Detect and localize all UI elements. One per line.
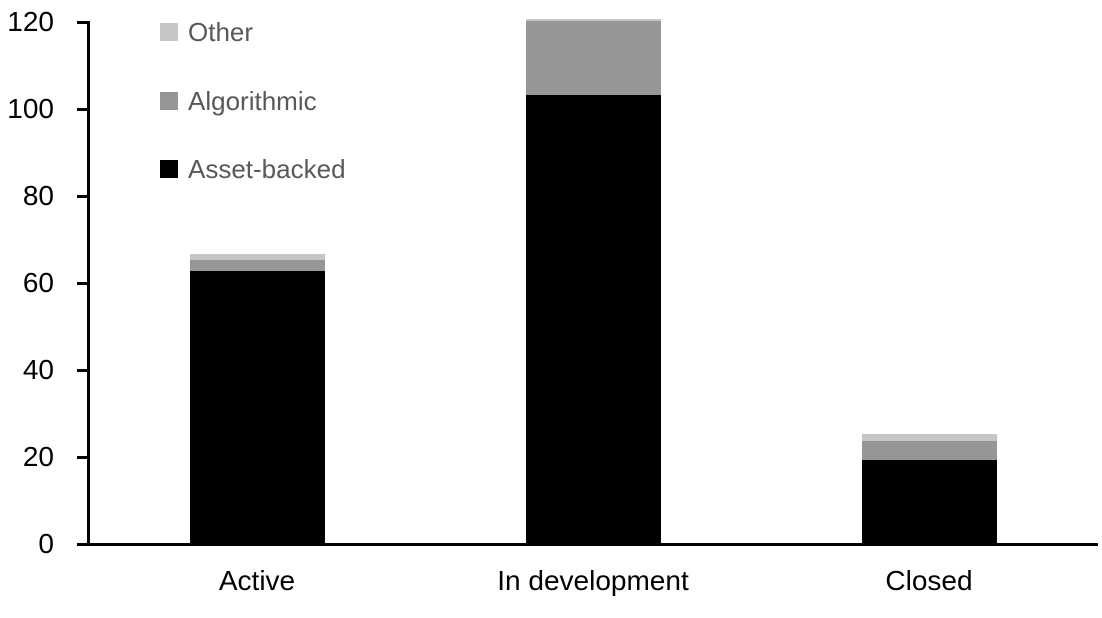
y-tick-label: 0 <box>38 528 54 559</box>
y-tick <box>77 456 90 459</box>
bar-segment-asset-backed <box>525 94 661 543</box>
bar-segment-algorithmic <box>861 440 997 461</box>
legend-swatch-algorithmic <box>160 91 178 110</box>
bar-segment-other <box>525 18 661 21</box>
y-tick <box>77 195 90 198</box>
y-tick-label: 100 <box>7 93 54 124</box>
legend-label: Other <box>188 17 254 47</box>
y-tick <box>77 543 90 546</box>
x-axis-line <box>87 543 1098 546</box>
x-category-label: In development <box>497 565 689 596</box>
y-tick <box>77 108 90 111</box>
y-tick <box>77 282 90 285</box>
y-tick-label: 60 <box>22 267 54 298</box>
y-tick-label: 80 <box>22 180 54 211</box>
bar-segment-other <box>861 434 997 441</box>
bar-segment-asset-backed <box>189 271 325 543</box>
y-tick-label: 20 <box>22 441 54 472</box>
y-tick <box>77 369 90 372</box>
y-tick-label: 40 <box>22 354 54 385</box>
y-tick-label: 120 <box>7 6 54 37</box>
legend-label: Asset-backed <box>188 154 346 184</box>
bar-segment-algorithmic <box>189 260 325 272</box>
legend-swatch-other <box>160 23 178 41</box>
bar-segment-algorithmic <box>525 21 661 95</box>
legend-swatch-asset-backed <box>160 160 178 178</box>
legend-label: Algorithmic <box>188 85 317 116</box>
x-category-label: Active <box>218 565 296 596</box>
x-category-label: Closed <box>885 565 973 596</box>
y-tick <box>77 21 90 24</box>
bar-segment-asset-backed <box>861 460 997 543</box>
bar-segment-other <box>189 253 325 261</box>
